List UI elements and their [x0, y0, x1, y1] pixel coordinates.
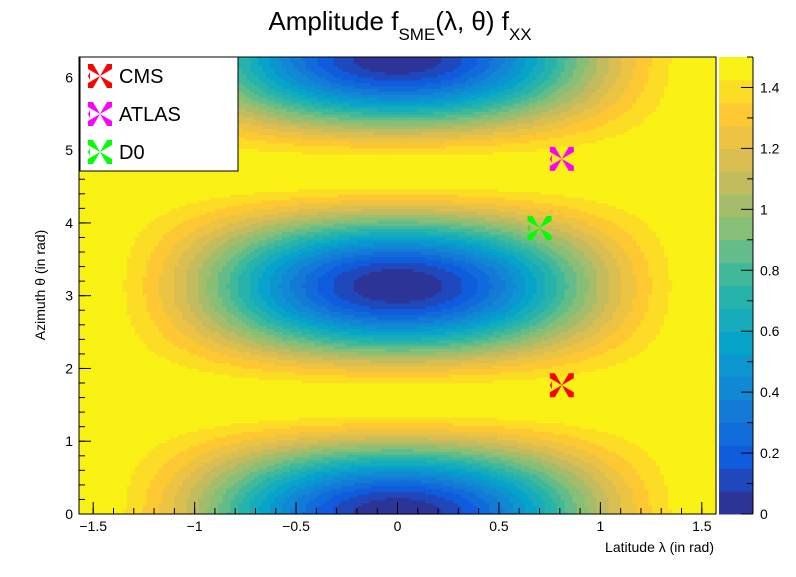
chart-title: Amplitude fSME(λ, θ) fXX [268, 6, 531, 44]
title-middle: (λ, θ) f [435, 6, 509, 36]
title-main: Amplitude f [268, 6, 399, 36]
title-sub1: SME [398, 25, 435, 44]
title-sub2: XX [509, 25, 532, 44]
